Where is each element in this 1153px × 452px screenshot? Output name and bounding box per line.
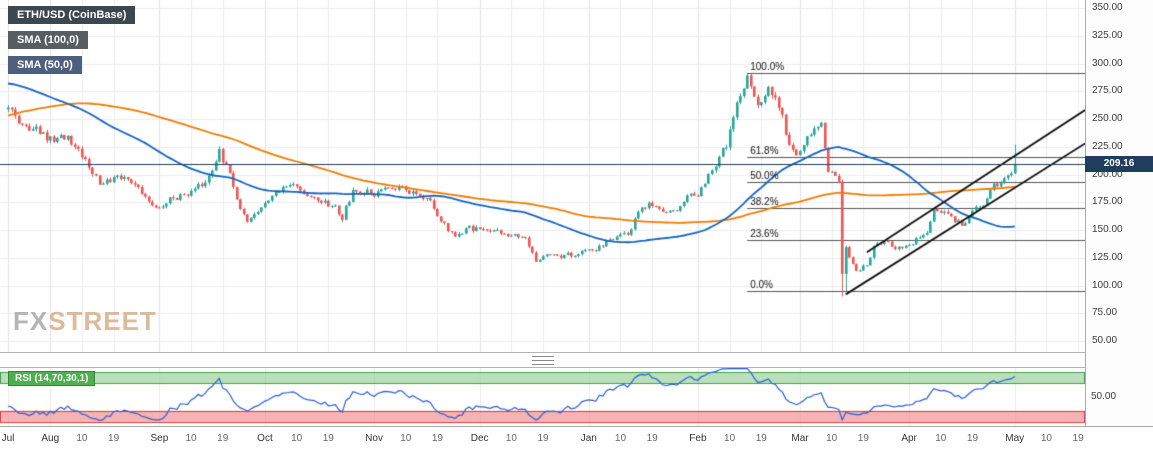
time-tick: 10: [505, 433, 517, 444]
price-tick: 175.00: [1092, 196, 1123, 208]
time-tick: Apr: [901, 433, 917, 444]
price-tick: 75.00: [1092, 307, 1118, 319]
time-tick: Jul: [1, 433, 15, 444]
time-tick: 10: [291, 433, 303, 444]
price-tick: 250.00: [1092, 113, 1123, 124]
time-tick: 10: [1040, 433, 1052, 444]
price-tick: 200.00: [1092, 168, 1123, 180]
time-tick: 10: [400, 433, 412, 444]
sma50-legend[interactable]: SMA (50,0): [8, 56, 82, 74]
time-tick: Oct: [257, 433, 273, 444]
price-tick: 325.00: [1092, 29, 1123, 41]
time-tick: 19: [537, 433, 549, 444]
time-tick: 19: [108, 433, 120, 444]
time-tick: 10: [724, 433, 736, 444]
time-tick: 10: [76, 433, 88, 444]
price-tick: 350.00: [1092, 2, 1123, 13]
splitter-grip-icon[interactable]: [531, 356, 554, 365]
pane-splitter[interactable]: [0, 352, 1085, 368]
rsi-pane[interactable]: RSI (14,70,30,1): [0, 368, 1085, 426]
time-tick: 10: [185, 433, 197, 444]
time-tick: 10: [614, 433, 627, 444]
sma100-legend[interactable]: SMA (100,0): [8, 31, 88, 49]
time-tick: Sep: [150, 433, 169, 444]
fxstreet-logo-street: STREET: [48, 306, 157, 336]
time-tick: Nov: [365, 433, 383, 444]
symbol-legend[interactable]: ETH/USD (CoinBase): [8, 6, 136, 24]
time-tick: 19: [217, 433, 229, 444]
fxstreet-logo-fx: FX: [13, 306, 49, 336]
price-tick: 275.00: [1092, 85, 1123, 97]
time-tick: May: [1005, 433, 1025, 444]
price-tick: 150.00: [1092, 224, 1123, 235]
time-tick: Dec: [470, 433, 489, 444]
time-tick: 19: [646, 433, 658, 444]
rsi-legend[interactable]: RSI (14,70,30,1): [8, 371, 96, 386]
time-tick: 10: [935, 433, 947, 444]
time-axis[interactable]: Jul Aug 10 19 Sep 10 19 Oct 10 19 Nov 10 19 Dec 10 19 Ja…: [0, 426, 1153, 452]
price-tick: 300.00: [1092, 57, 1123, 69]
last-price-badge: 209.16: [1085, 156, 1153, 173]
time-tick: Feb: [689, 433, 707, 444]
price-axis[interactable]: 350.00 325.00 300.00 275.00 250.00 225.00 200.…: [1085, 0, 1153, 426]
time-tick: Mar: [791, 433, 809, 444]
price-tick: 125.00: [1092, 251, 1123, 263]
time-tick: 19: [966, 433, 979, 444]
time-tick: Jan: [580, 433, 597, 444]
time-tick: 19: [322, 433, 334, 444]
candlestick-canvas[interactable]: [0, 0, 1085, 352]
time-tick: 19: [431, 433, 443, 444]
rsi-axis-label: 50.00: [1091, 391, 1117, 402]
price-tick: 50.00: [1092, 335, 1118, 346]
time-tick: Aug: [41, 433, 60, 444]
time-tick: 19: [857, 433, 869, 444]
fxstreet-logo: FXSTREET: [13, 306, 157, 337]
main-price-pane[interactable]: ETH/USD (CoinBase) SMA (100,0) SMA (50,0…: [0, 0, 1085, 352]
legend: ETH/USD (CoinBase) SMA (100,0) SMA (50,0…: [8, 6, 136, 74]
time-tick: 10: [826, 433, 838, 444]
rsi-canvas[interactable]: [0, 368, 1085, 426]
time-tick: 19: [755, 433, 767, 444]
time-tick: 19: [1072, 433, 1084, 444]
price-tick: 225.00: [1092, 140, 1123, 152]
price-tick: 100.00: [1092, 279, 1123, 291]
